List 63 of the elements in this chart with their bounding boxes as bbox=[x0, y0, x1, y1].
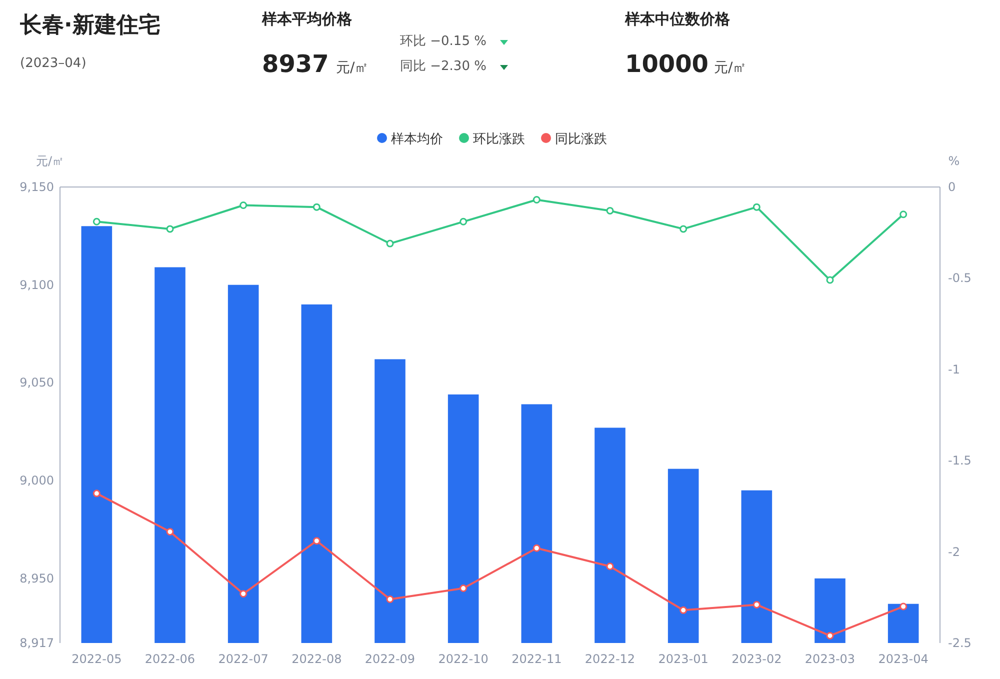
point bbox=[240, 201, 248, 209]
point bbox=[166, 225, 174, 233]
y2-tick-label: -1.5 bbox=[948, 454, 972, 468]
point bbox=[312, 203, 320, 211]
point bbox=[240, 590, 248, 598]
y2-tick-label: -2 bbox=[948, 544, 960, 559]
text: 元/㎡ bbox=[336, 60, 369, 76]
text: 样本平均价格 bbox=[261, 10, 353, 28]
y2-tick-label: -2.5 bbox=[948, 636, 972, 650]
point bbox=[606, 562, 614, 570]
x-tick-label: 2022-08 bbox=[292, 652, 342, 666]
legend-label: 样本均价 bbox=[391, 132, 443, 147]
point bbox=[312, 537, 320, 545]
text: 同比 −2.30 % bbox=[400, 59, 486, 74]
point bbox=[752, 203, 760, 211]
text: 元/㎡ bbox=[714, 60, 747, 76]
point bbox=[386, 240, 394, 248]
x-tick-label: 2022-12 bbox=[584, 652, 636, 666]
point bbox=[606, 206, 614, 214]
x-tick-label: 2023-02 bbox=[732, 652, 782, 666]
text: 环比 −0.15 % bbox=[400, 34, 486, 49]
legend-label: 环比涨跌 bbox=[473, 132, 525, 147]
x-tick-label: 2023-03 bbox=[804, 652, 856, 666]
point bbox=[680, 606, 688, 614]
x-tick-label: 2022-05 bbox=[72, 652, 122, 666]
y-tick-label: 9,150 bbox=[20, 180, 54, 194]
legend-label: 同比涨跌 bbox=[555, 132, 607, 147]
text: 8937 bbox=[262, 50, 329, 78]
chart-subtitle: (2023–04) bbox=[20, 56, 86, 71]
point bbox=[826, 276, 834, 284]
point bbox=[752, 600, 760, 608]
x-tick-label: 2022-09 bbox=[364, 652, 416, 666]
y2-tick-label: -0.5 bbox=[948, 271, 972, 286]
y-tick-label: 9,000 bbox=[20, 474, 54, 488]
y-tick-label: 8,917 bbox=[20, 636, 54, 650]
point bbox=[532, 544, 540, 552]
x-tick-label: 2023-04 bbox=[878, 652, 928, 666]
y-tick-label: 9,050 bbox=[20, 376, 54, 390]
text: 10000 bbox=[625, 50, 708, 78]
y-tick-label: 9,100 bbox=[20, 278, 54, 292]
point bbox=[386, 595, 394, 603]
point bbox=[826, 632, 834, 640]
y-axis-title: 元/㎡ bbox=[36, 154, 64, 168]
y-tick-label: 8,950 bbox=[20, 571, 54, 586]
point bbox=[900, 210, 908, 218]
point bbox=[680, 225, 688, 233]
y2-axis-title: % bbox=[948, 154, 960, 168]
point bbox=[92, 218, 100, 226]
text: 样本中位数价格 bbox=[624, 10, 731, 28]
x-tick-label: 2022-07 bbox=[218, 652, 268, 666]
x-tick-label: 2022-06 bbox=[144, 652, 196, 666]
point bbox=[166, 528, 174, 536]
x-tick-label: 2022-11 bbox=[512, 652, 562, 666]
y2-tick-label: -1 bbox=[948, 362, 960, 376]
y2-tick-label: 0 bbox=[948, 180, 956, 194]
x-tick-label: 2023-01 bbox=[658, 652, 708, 666]
x-tick-label: 2022-10 bbox=[438, 652, 488, 666]
point bbox=[460, 584, 468, 592]
point bbox=[900, 602, 908, 610]
point bbox=[532, 196, 540, 204]
chart-title: 长春·新建住宅 bbox=[19, 12, 160, 38]
point bbox=[460, 218, 468, 226]
point bbox=[92, 490, 100, 498]
